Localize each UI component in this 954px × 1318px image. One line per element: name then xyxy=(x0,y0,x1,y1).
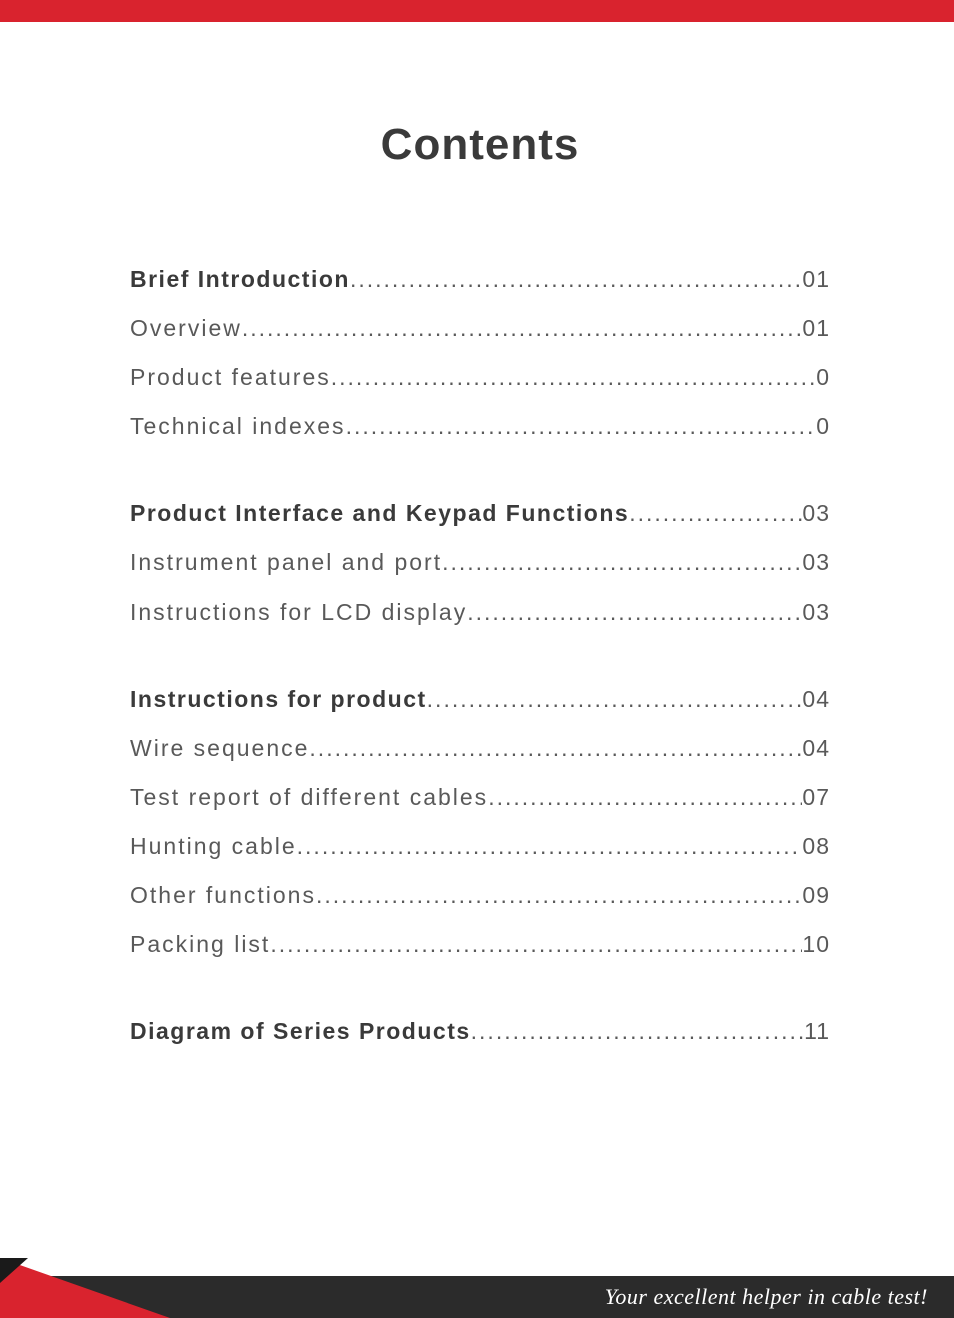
toc-item-label: Wire sequence xyxy=(130,729,309,768)
toc-item-row: Overview 01 xyxy=(130,309,830,348)
toc-dots xyxy=(427,680,803,719)
toc-heading-page: 03 xyxy=(802,494,830,533)
toc-item-label: Product features xyxy=(130,358,331,397)
toc-item-page: 08 xyxy=(802,827,830,866)
toc-item-page: 03 xyxy=(802,593,830,632)
toc-item-row: Other functions 09 xyxy=(130,876,830,915)
toc-heading-row: Brief Introduction 01 xyxy=(130,260,830,299)
toc-item-page: 0 xyxy=(816,358,830,397)
toc-heading-label: Instructions for product xyxy=(130,680,427,719)
toc-item-label: Packing list xyxy=(130,925,270,964)
toc-item-page: 03 xyxy=(802,543,830,582)
toc-dots xyxy=(297,827,803,866)
toc-dots xyxy=(488,778,802,817)
footer-red-wedge-icon xyxy=(0,1258,170,1318)
toc-item-label: Technical indexes xyxy=(130,407,346,446)
toc-item-label: Hunting cable xyxy=(130,827,297,866)
toc-item-label: Instrument panel and port xyxy=(130,543,442,582)
toc-item-row: Test report of different cables 07 xyxy=(130,778,830,817)
toc-section: Brief Introduction 01 Overview 01 Produc… xyxy=(130,260,830,446)
toc-dots xyxy=(471,1012,804,1051)
toc-section: Product Interface and Keypad Functions 0… xyxy=(130,494,830,631)
toc-dots xyxy=(316,876,802,915)
toc-section: Instructions for product 04 Wire sequenc… xyxy=(130,680,830,965)
toc-heading-page: 04 xyxy=(802,680,830,719)
toc-item-row: Packing list 10 xyxy=(130,925,830,964)
toc-item-label: Overview xyxy=(130,309,242,348)
toc-item-row: Wire sequence 04 xyxy=(130,729,830,768)
toc-item-page: 09 xyxy=(802,876,830,915)
toc-dots xyxy=(309,729,802,768)
footer-tagline: Your excellent helper in cable test! xyxy=(605,1284,928,1310)
toc-dots xyxy=(442,543,802,582)
toc-dots xyxy=(629,494,802,533)
toc-item-label: Instructions for LCD display xyxy=(130,593,467,632)
toc-heading-page: 01 xyxy=(802,260,830,299)
toc-dots xyxy=(350,260,802,299)
toc-heading-page: 11 xyxy=(804,1012,830,1051)
toc-section: Diagram of Series Products 11 xyxy=(130,1012,830,1051)
toc-dots xyxy=(331,358,816,397)
toc-item-row: Hunting cable 08 xyxy=(130,827,830,866)
toc-heading-label: Brief Introduction xyxy=(130,260,350,299)
toc-item-page: 07 xyxy=(802,778,830,817)
toc-heading-row: Diagram of Series Products 11 xyxy=(130,1012,830,1051)
toc-item-page: 01 xyxy=(802,309,830,348)
toc-item-row: Technical indexes 0 xyxy=(130,407,830,446)
toc-heading-row: Instructions for product 04 xyxy=(130,680,830,719)
toc-heading-label: Product Interface and Keypad Functions xyxy=(130,494,629,533)
toc-dots xyxy=(346,407,817,446)
toc-heading-row: Product Interface and Keypad Functions 0… xyxy=(130,494,830,533)
toc-dots xyxy=(242,309,803,348)
contents-block: Contents Brief Introduction 01 Overview … xyxy=(130,120,830,1099)
toc-heading-label: Diagram of Series Products xyxy=(130,1012,471,1051)
toc-item-label: Test report of different cables xyxy=(130,778,488,817)
toc-item-label: Other functions xyxy=(130,876,316,915)
page: Contents Brief Introduction 01 Overview … xyxy=(0,0,954,1318)
toc-item-row: Instructions for LCD display 03 xyxy=(130,593,830,632)
toc-item-page: 0 xyxy=(816,407,830,446)
toc-item-row: Instrument panel and port 03 xyxy=(130,543,830,582)
toc-item-page: 04 xyxy=(802,729,830,768)
toc-item-row: Product features 0 xyxy=(130,358,830,397)
toc-item-page: 10 xyxy=(802,925,830,964)
top-red-bar xyxy=(0,0,954,22)
page-title: Contents xyxy=(130,120,830,170)
toc-dots xyxy=(467,593,802,632)
toc-dots xyxy=(270,925,802,964)
